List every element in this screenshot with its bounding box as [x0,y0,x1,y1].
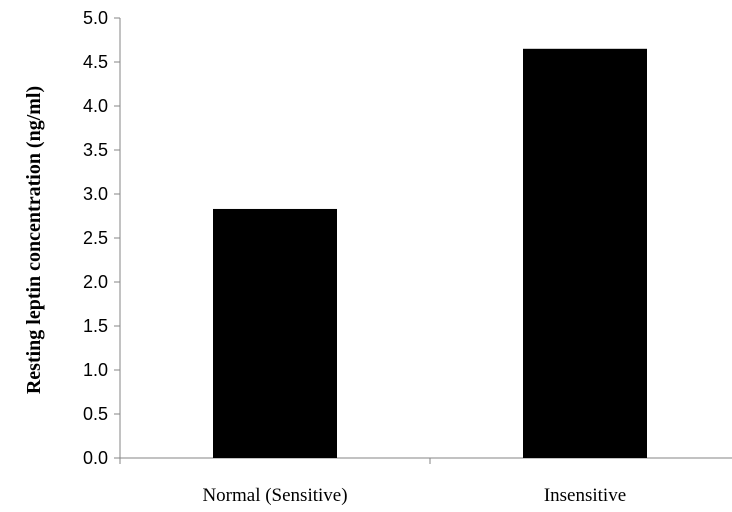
x-category-label: Normal (Sensitive) [202,485,347,506]
y-tick-label: 3.0 [83,184,108,204]
bar [523,48,647,459]
bar [213,208,337,458]
y-tick-label: 1.0 [83,360,108,380]
plot-area: 0.0 0.5 1.0 1.5 2.0 2.5 3.0 3.5 4.0 4.5 5.0 Normal … [83,8,732,506]
y-tick-label: 3.5 [83,140,108,160]
y-tick-label: 2.0 [83,272,108,292]
y-axis-title: Resting leptin concentration (ng/ml) [23,86,45,394]
y-tick-label: 4.5 [83,52,108,72]
y-tick-label: 0.0 [83,448,108,468]
y-tick-label: 1.5 [83,316,108,336]
x-category-label: Insensitive [544,485,626,506]
y-tick-label: 2.5 [83,228,108,248]
y-tick-label: 4.0 [83,96,108,116]
y-tick-label: 5.0 [83,8,108,28]
y-tick-label: 0.5 [83,404,108,424]
